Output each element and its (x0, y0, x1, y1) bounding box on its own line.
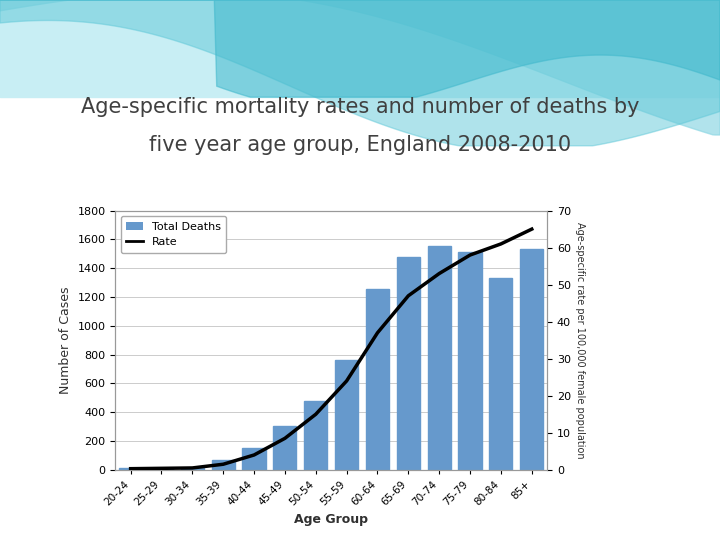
Bar (150, 468, 173, 470)
Bar (243, 448, 266, 470)
X-axis label: Age Group: Age Group (294, 513, 368, 526)
Bar (274, 426, 297, 470)
Bar (428, 246, 451, 470)
Text: Age-specific mortality rates and number of deaths by: Age-specific mortality rates and number … (81, 97, 639, 117)
Bar (521, 249, 544, 470)
Y-axis label: Number of Cases: Number of Cases (59, 286, 72, 394)
Bar (181, 468, 204, 470)
Y-axis label: Age-specific rate per 100,000 female population: Age-specific rate per 100,000 female pop… (575, 222, 585, 458)
Bar (305, 401, 328, 470)
Bar (490, 278, 513, 470)
Bar (366, 289, 389, 470)
Bar (212, 461, 235, 470)
Text: five year age group, England 2008-2010: five year age group, England 2008-2010 (149, 135, 571, 155)
Legend: Total Deaths, Rate: Total Deaths, Rate (121, 216, 226, 253)
Bar (397, 256, 420, 470)
Bar (459, 252, 482, 470)
Bar (119, 468, 143, 470)
Bar (335, 360, 359, 470)
